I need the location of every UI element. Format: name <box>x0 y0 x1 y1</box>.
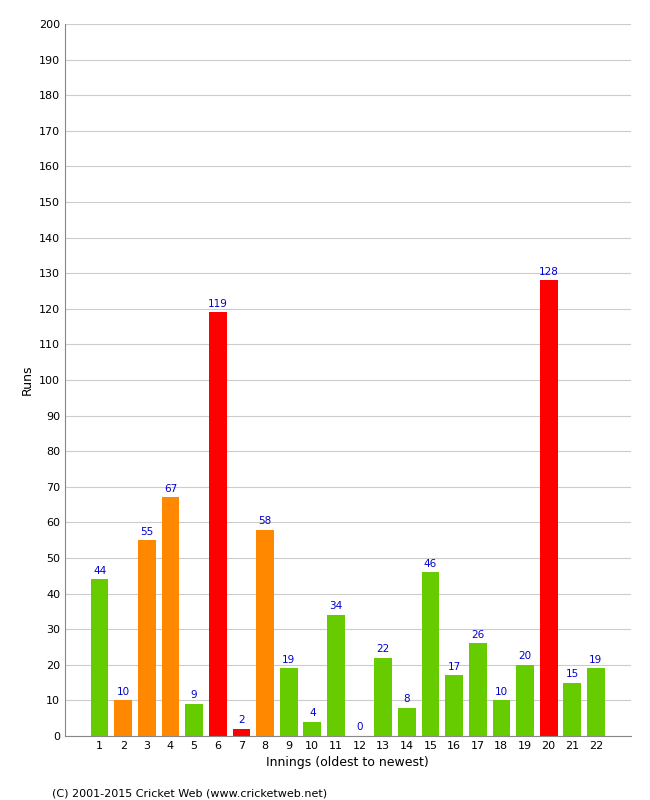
Bar <box>422 572 439 736</box>
Text: 55: 55 <box>140 526 153 537</box>
Text: (C) 2001-2015 Cricket Web (www.cricketweb.net): (C) 2001-2015 Cricket Web (www.cricketwe… <box>52 788 327 798</box>
Text: 2: 2 <box>238 715 244 726</box>
Text: 19: 19 <box>590 654 603 665</box>
Bar <box>327 615 344 736</box>
X-axis label: Innings (oldest to newest): Innings (oldest to newest) <box>266 757 429 770</box>
Text: 0: 0 <box>356 722 363 733</box>
Text: 20: 20 <box>519 651 532 662</box>
Text: 26: 26 <box>471 630 484 640</box>
Text: 119: 119 <box>208 299 227 309</box>
Bar <box>493 701 510 736</box>
Bar <box>114 701 132 736</box>
Text: 22: 22 <box>376 644 390 654</box>
Text: 58: 58 <box>259 516 272 526</box>
Text: 44: 44 <box>93 566 106 576</box>
Bar <box>469 643 487 736</box>
Bar <box>374 658 392 736</box>
Text: 34: 34 <box>330 602 343 611</box>
Text: 15: 15 <box>566 669 579 679</box>
Text: 8: 8 <box>404 694 410 704</box>
Bar <box>587 668 605 736</box>
Bar <box>185 704 203 736</box>
Bar <box>304 722 321 736</box>
Bar <box>445 675 463 736</box>
Bar <box>516 665 534 736</box>
Bar <box>91 579 109 736</box>
Bar <box>162 498 179 736</box>
Bar <box>233 729 250 736</box>
Bar <box>398 707 416 736</box>
Text: 67: 67 <box>164 484 177 494</box>
Text: 10: 10 <box>116 687 130 697</box>
Bar <box>564 682 581 736</box>
Bar <box>209 312 227 736</box>
Text: 128: 128 <box>539 266 558 277</box>
Text: 9: 9 <box>191 690 198 701</box>
Bar <box>540 280 558 736</box>
Text: 17: 17 <box>447 662 461 672</box>
Bar <box>256 530 274 736</box>
Text: 4: 4 <box>309 708 316 718</box>
Text: 10: 10 <box>495 687 508 697</box>
Bar <box>138 540 156 736</box>
Bar <box>280 668 298 736</box>
Text: 19: 19 <box>282 654 295 665</box>
Y-axis label: Runs: Runs <box>20 365 33 395</box>
Text: 46: 46 <box>424 558 437 569</box>
